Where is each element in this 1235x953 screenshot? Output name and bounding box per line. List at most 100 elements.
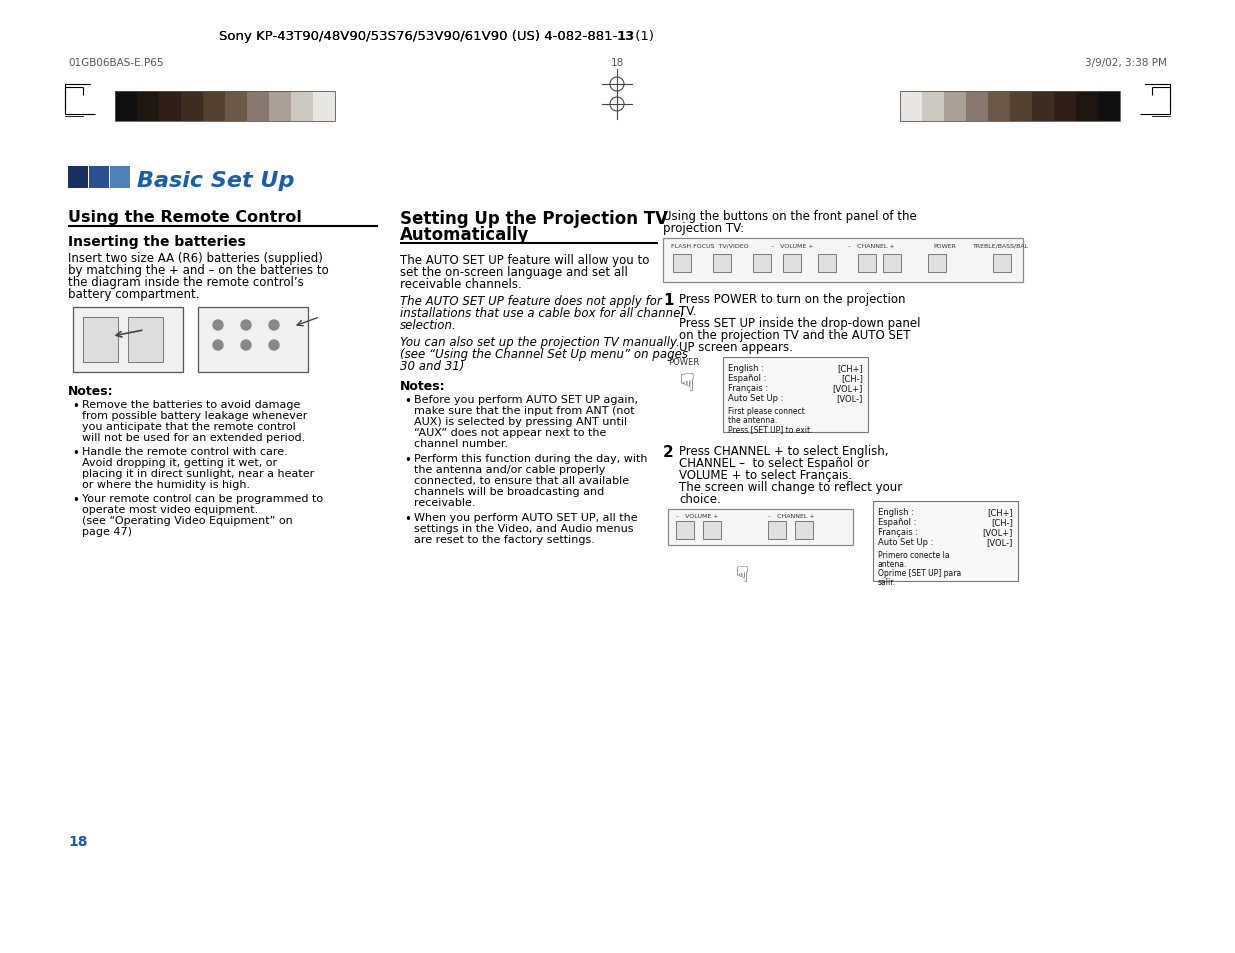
Text: Automatically: Automatically (400, 226, 530, 244)
Text: page 47): page 47) (82, 526, 132, 537)
Bar (110, 167, 130, 189)
Text: (see “Using the Channel Set Up menu” on pages: (see “Using the Channel Set Up menu” on … (400, 348, 688, 360)
Circle shape (212, 320, 224, 331)
Bar (203, 91, 225, 122)
Text: Avoid dropping it, getting it wet, or: Avoid dropping it, getting it wet, or (82, 457, 277, 468)
Text: channels will be broadcasting and: channels will be broadcasting and (414, 486, 604, 497)
Text: Before you perform AUTO SET UP again,: Before you perform AUTO SET UP again, (414, 395, 638, 405)
Text: from possible battery leakage whenever: from possible battery leakage whenever (82, 411, 308, 420)
Text: FLASH FOCUS  TV/VIDEO: FLASH FOCUS TV/VIDEO (671, 244, 748, 249)
Text: Setting Up the Projection TV: Setting Up the Projection TV (400, 210, 668, 228)
Bar (713, 254, 731, 273)
Text: Auto Set Up :: Auto Set Up : (727, 394, 783, 402)
Bar (993, 254, 1011, 273)
Text: ☞: ☞ (671, 372, 694, 394)
Text: Español :: Español : (727, 374, 767, 382)
Text: TREBLE/BASS/BAL: TREBLE/BASS/BAL (973, 244, 1029, 249)
Text: Insert two size AA (R6) batteries (supplied): Insert two size AA (R6) batteries (suppl… (68, 252, 322, 265)
Text: When you perform AUTO SET UP, all the: When you perform AUTO SET UP, all the (414, 513, 637, 522)
Text: 30 and 31): 30 and 31) (400, 359, 464, 373)
Text: 18: 18 (610, 58, 624, 68)
Bar (883, 254, 902, 273)
Text: –   CHANNEL +: – CHANNEL + (848, 244, 894, 249)
Text: AUX) is selected by pressing ANT until: AUX) is selected by pressing ANT until (414, 416, 627, 427)
Text: (see “Operating Video Equipment” on: (see “Operating Video Equipment” on (82, 516, 293, 525)
Bar (1053, 91, 1076, 122)
Text: First please connect: First please connect (727, 407, 805, 416)
Text: –   CHANNEL +: – CHANNEL + (768, 514, 815, 518)
Text: 3/9/02, 3:38 PM: 3/9/02, 3:38 PM (1086, 58, 1167, 68)
Bar (753, 254, 771, 273)
Text: set the on-screen language and set all: set the on-screen language and set all (400, 266, 627, 278)
Bar (783, 254, 802, 273)
Text: English :: English : (878, 507, 914, 517)
Bar (269, 91, 291, 122)
Bar (873, 501, 1018, 581)
Bar (89, 167, 109, 189)
Circle shape (241, 320, 251, 331)
Text: you anticipate that the remote control: you anticipate that the remote control (82, 421, 295, 432)
Text: TV.: TV. (679, 305, 697, 317)
Text: antena.: antena. (878, 559, 908, 568)
Text: Press POWER to turn on the projection: Press POWER to turn on the projection (679, 293, 905, 306)
Text: Español :: Español : (878, 517, 916, 526)
Text: Sony KP-43T90/48V90/53S76/53V90/61V90 (US) 4-082-881-: Sony KP-43T90/48V90/53S76/53V90/61V90 (U… (219, 30, 618, 43)
Text: connected, to ensure that all available: connected, to ensure that all available (414, 476, 629, 485)
Text: or where the humidity is high.: or where the humidity is high. (82, 479, 251, 490)
Bar (198, 308, 308, 373)
Text: 18: 18 (68, 834, 88, 848)
Text: Press CHANNEL + to select English,: Press CHANNEL + to select English, (679, 444, 888, 457)
Bar (312, 91, 335, 122)
Text: ☞: ☞ (727, 563, 748, 583)
Text: [VOL+]: [VOL+] (832, 384, 863, 393)
Text: •: • (404, 513, 411, 525)
Text: 1: 1 (663, 293, 673, 308)
Text: Français :: Français : (727, 384, 768, 393)
Text: settings in the Video, and Audio menus: settings in the Video, and Audio menus (414, 523, 634, 534)
Text: VOLUME + to select Français.: VOLUME + to select Français. (679, 469, 852, 481)
Text: “AUX” does not appear next to the: “AUX” does not appear next to the (414, 428, 606, 437)
Bar (966, 91, 988, 122)
Bar (1098, 91, 1120, 122)
Text: •: • (404, 454, 411, 467)
Bar (795, 521, 813, 539)
Text: –   VOLUME +: – VOLUME + (676, 514, 719, 518)
Text: –   VOLUME +: – VOLUME + (771, 244, 814, 249)
Text: battery compartment.: battery compartment. (68, 288, 200, 301)
Bar (128, 317, 163, 363)
Bar (703, 521, 721, 539)
Text: English :: English : (727, 364, 764, 373)
Bar (676, 521, 694, 539)
Text: Press SET UP inside the drop-down panel: Press SET UP inside the drop-down panel (679, 316, 920, 330)
Bar (927, 254, 946, 273)
Text: [CH+]: [CH+] (987, 507, 1013, 517)
Text: Sony KP-43T90/48V90/53S76/53V90/61V90 (US) 4-082-881-: Sony KP-43T90/48V90/53S76/53V90/61V90 (U… (219, 30, 618, 43)
Text: receivable.: receivable. (414, 497, 475, 507)
Text: Français :: Français : (878, 527, 918, 537)
Bar (137, 91, 159, 122)
Text: Press [SET UP] to exit.: Press [SET UP] to exit. (727, 424, 813, 434)
Bar (900, 91, 1120, 122)
Text: 01GB06BAS-E.P65: 01GB06BAS-E.P65 (68, 58, 163, 68)
Text: [CH-]: [CH-] (841, 374, 863, 382)
Bar (722, 357, 868, 433)
Text: UP screen appears.: UP screen appears. (679, 340, 793, 354)
Text: Remove the batteries to avoid damage: Remove the batteries to avoid damage (82, 399, 300, 410)
Text: Notes:: Notes: (400, 379, 446, 393)
Text: Perform this function during the day, with: Perform this function during the day, wi… (414, 454, 647, 463)
Text: Basic Set Up: Basic Set Up (137, 171, 294, 191)
Bar (115, 91, 137, 122)
Text: Primero conecte la: Primero conecte la (878, 551, 950, 559)
Text: The screen will change to reflect your: The screen will change to reflect your (679, 480, 903, 494)
Text: (1): (1) (631, 30, 655, 43)
Bar (68, 167, 88, 189)
Text: [VOL-]: [VOL-] (987, 537, 1013, 546)
Text: operate most video equipment.: operate most video equipment. (82, 504, 258, 515)
Bar (923, 91, 944, 122)
Text: CHANNEL –  to select Español or: CHANNEL – to select Español or (679, 456, 869, 470)
Text: •: • (72, 494, 79, 506)
Text: are reset to the factory settings.: are reset to the factory settings. (414, 535, 595, 544)
Text: Using the buttons on the front panel of the: Using the buttons on the front panel of … (663, 210, 916, 223)
Text: [CH-]: [CH-] (992, 517, 1013, 526)
Bar (73, 308, 183, 373)
